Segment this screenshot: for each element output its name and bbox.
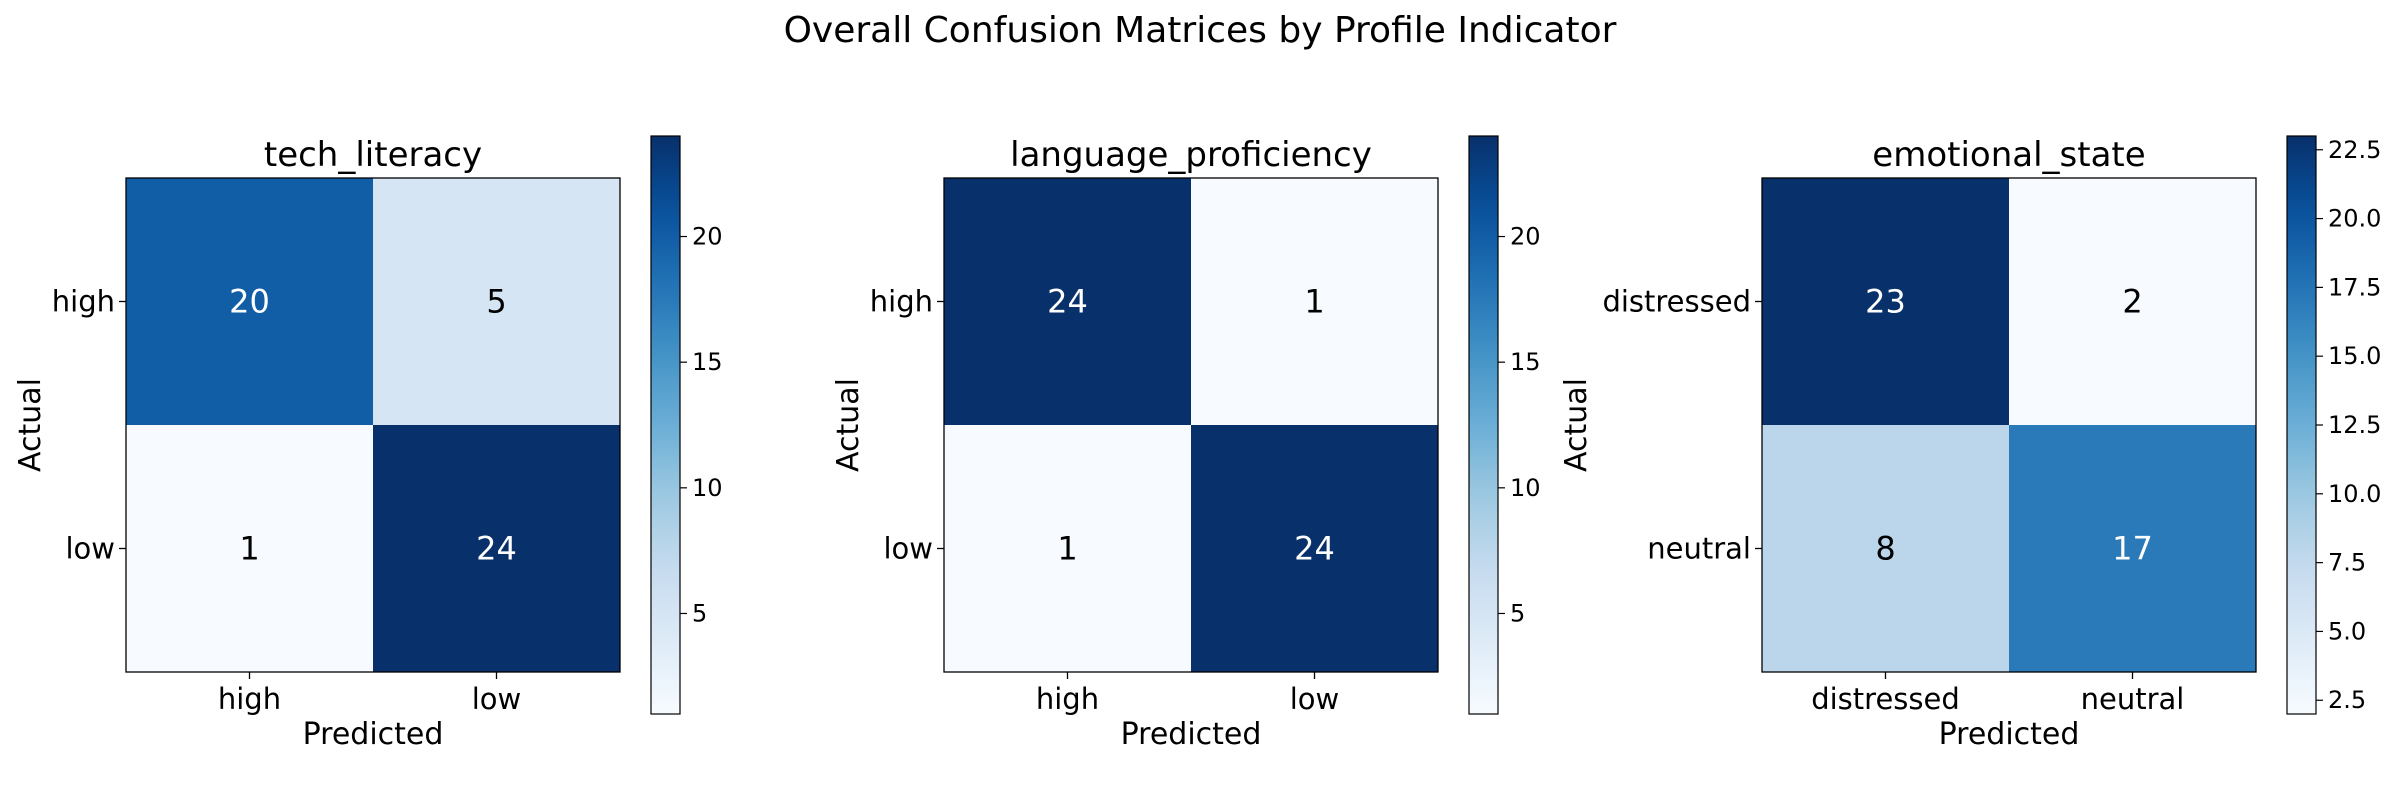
colorbar [2286,135,2317,715]
colorbar-tick-label: 15.0 [2328,342,2381,370]
x-tick-label: low [472,682,522,716]
cell-value-label: 20 [229,283,270,321]
heatmap-cell [126,425,373,672]
cell-value-label: 5 [486,283,506,321]
cell-value-label: 1 [1304,283,1324,321]
panel-title: tech_literacy [264,135,482,175]
y-tick-label: distressed [1602,285,1751,319]
colorbar-tick-label: 15 [1510,348,1541,376]
heatmap-cell [944,178,1191,425]
plot-frame [1761,177,2257,673]
x-tick-label: neutral [2081,682,2185,716]
y-tick-label: high [52,285,115,319]
colorbar-tick-label: 5 [1510,599,1525,627]
cell-value-label: 23 [1865,283,1906,321]
cell-value-label: 2 [2122,283,2142,321]
colorbar-tick-label: 20 [1510,223,1541,251]
heatmap-cell [1762,425,2009,672]
cell-value-label: 24 [1047,283,1088,321]
colorbar-tick-label: 10 [1510,474,1541,502]
colorbar-tick-label: 15 [692,348,723,376]
heatmap-cell [373,178,620,425]
colorbar [1468,135,1499,715]
x-tick-label: low [1290,682,1340,716]
panel-title: emotional_state [1872,135,2145,175]
figure-title: Overall Confusion Matrices by Profile In… [784,10,1617,51]
heatmap-cell [2009,425,2256,672]
x-tick-label: high [218,682,281,716]
colorbar-tick-label: 10.0 [2328,480,2381,508]
colorbar-tick-label: 5 [692,599,707,627]
panel-title: language_proficiency [1010,135,1372,175]
y-tick-label: low [883,532,933,566]
x-tick-label: high [1036,682,1099,716]
cell-value-label: 1 [1057,530,1077,568]
colorbar-tick-label: 7.5 [2328,549,2366,577]
heatmap-panel: language_proficiency 24 1 1 24 high low high low… [831,135,1541,752]
cell-value-label: 1 [239,530,259,568]
heatmap-panel: tech_literacy 20 5 1 24 high low high low Predict… [13,135,723,752]
colorbar-tick-label: 22.5 [2328,136,2381,164]
heatmap-cell [944,425,1191,672]
cell-value-label: 24 [1294,530,1335,568]
y-tick-label: high [870,285,933,319]
colorbar-tick-label: 10 [692,474,723,502]
plot-frame [125,177,621,673]
plot-frame [943,177,1439,673]
x-axis-label: Predicted [1939,717,2080,752]
y-axis-label: Actual [13,378,48,472]
heatmap-cell [1762,178,2009,425]
y-axis-label: Actual [831,378,866,472]
y-tick-label: neutral [1647,532,1751,566]
heatmap-cell [1191,178,1438,425]
y-tick-label: low [65,532,115,566]
heatmap-cell [126,178,373,425]
cell-value-label: 17 [2112,530,2153,568]
heatmap-panel: emotional_state 23 2 8 17 distressed neutral di… [1559,135,2381,752]
colorbar-tick-label: 20.0 [2328,205,2381,233]
colorbar-tick-label: 17.5 [2328,273,2381,301]
colorbar-tick-label: 12.5 [2328,411,2381,439]
cell-value-label: 8 [1875,530,1895,568]
colorbar-tick-label: 5.0 [2328,617,2366,645]
heatmap-cell [373,425,620,672]
cell-value-label: 24 [476,530,517,568]
y-axis-label: Actual [1559,378,1594,472]
x-axis-label: Predicted [1121,717,1262,752]
heatmap-cell [1191,425,1438,672]
heatmap-cell [2009,178,2256,425]
colorbar [650,135,681,715]
x-tick-label: distressed [1811,682,1960,716]
x-axis-label: Predicted [303,717,444,752]
colorbar-tick-label: 2.5 [2328,686,2366,714]
colorbar-tick-label: 20 [692,223,723,251]
